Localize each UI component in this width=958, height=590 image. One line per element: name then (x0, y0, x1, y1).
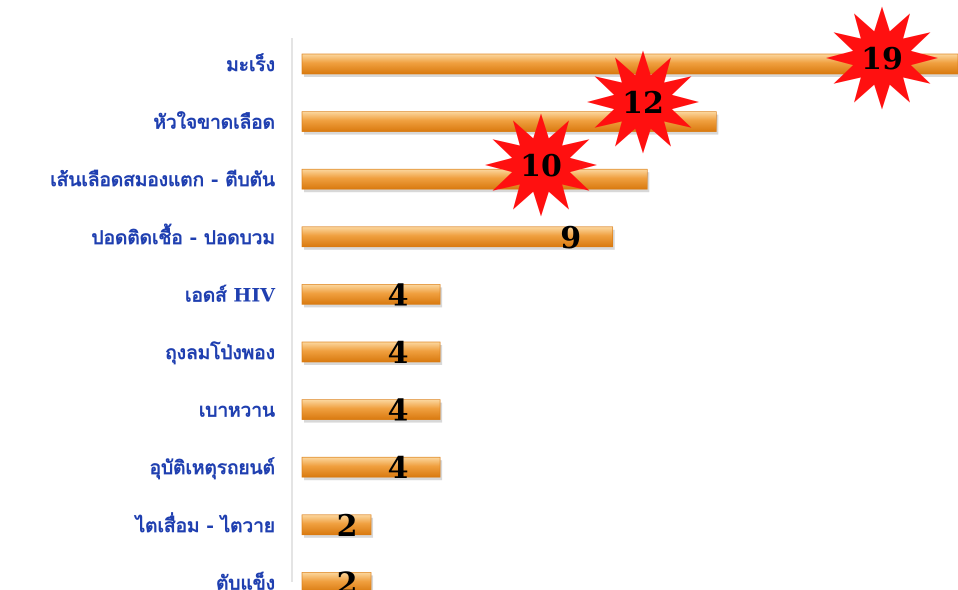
category-label: อุบัติเหตุรถยนต์ (150, 457, 275, 480)
category-label: เส้นเลือดสมองแตก - ตีบตัน (50, 169, 275, 191)
bar (301, 226, 614, 248)
category-label: เบาหวาน (199, 400, 275, 422)
value-label: 4 (388, 278, 409, 313)
bar (301, 341, 441, 363)
bar (301, 284, 441, 305)
category-label: ถุงลมโป่งพอง (165, 341, 275, 365)
category-label: ตับแข็ง (216, 570, 275, 590)
highlight-burst (587, 50, 699, 154)
bar (301, 456, 441, 478)
value-label: 4 (388, 336, 409, 371)
value-label: 9 (560, 221, 581, 256)
bar (301, 168, 648, 190)
value-label: 19 (861, 42, 903, 77)
bar (301, 572, 372, 590)
category-label: ปอดติดเชื้อ - ปอดบวม (92, 223, 275, 249)
bar (301, 514, 372, 536)
category-label: เอดส์ HIV (185, 284, 276, 306)
value-label: 2 (337, 566, 358, 590)
value-label: 12 (622, 86, 664, 121)
value-label: 2 (337, 509, 358, 544)
highlight-burst (826, 6, 938, 110)
value-label: 4 (388, 451, 409, 486)
value-label: 10 (520, 149, 562, 184)
highlight-burst (485, 113, 597, 217)
category-label: หัวใจขาดเลือด (154, 111, 276, 134)
category-label: ไตเสื่อม - ไตวาย (134, 512, 275, 537)
value-label: 4 (388, 394, 409, 429)
category-label: มะเร็ง (226, 52, 275, 76)
bar (301, 399, 441, 420)
